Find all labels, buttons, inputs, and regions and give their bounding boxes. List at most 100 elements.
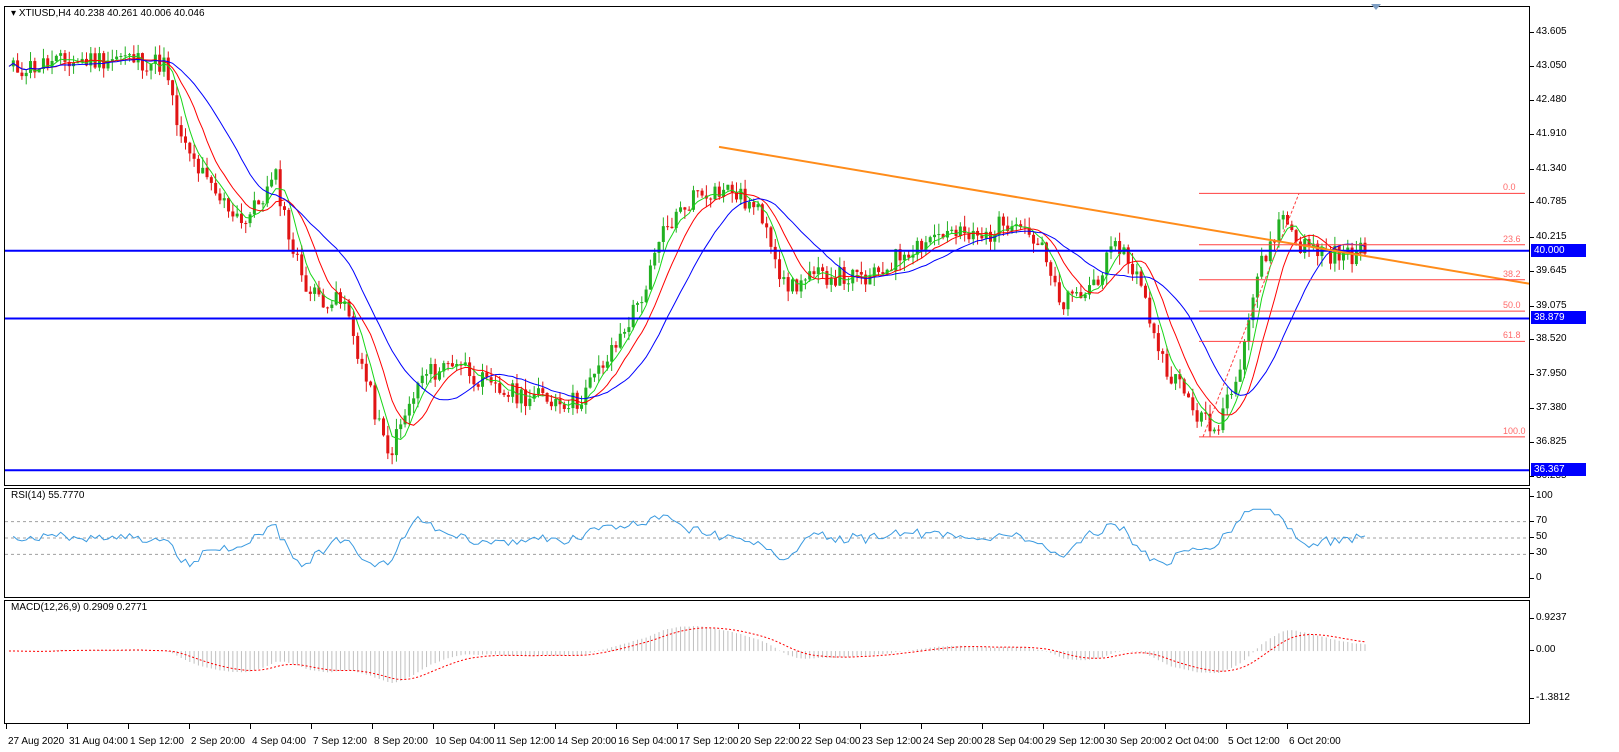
macd-axis-label: 0.9237 [1536,612,1567,623]
candle-body [171,80,175,96]
candle-body [541,388,545,393]
candle-body [1135,271,1139,275]
macd-canvas [8,626,1366,683]
candle-body [222,198,226,201]
rsi-pane[interactable]: RSI(14) 55.7770 [4,488,1530,598]
candle-body [158,54,162,72]
time-axis-tick [128,724,129,729]
candle-body [657,241,661,253]
candle-body [545,392,549,402]
time-axis-label: 5 Oct 12:00 [1228,736,1280,747]
rsi-axis-tick [1530,496,1534,497]
candle-body [140,53,144,71]
candle-body [1148,297,1152,324]
rsi-axis-label: 100 [1536,490,1553,501]
candle-body [1105,252,1109,276]
candle-body [209,177,213,183]
candle-body [1053,275,1057,283]
candle-body [1169,376,1173,384]
candle-body [1281,214,1285,220]
candle-body [730,184,734,193]
price-tag-level_36: 36.367 [1531,463,1586,477]
fibonacci-label: 0.0 [1503,182,1516,193]
rsi-axis-label: 50 [1536,531,1548,542]
time-axis-tick [1226,724,1227,729]
candle-body [476,384,480,387]
price-axis-label: 43.605 [1536,26,1567,37]
candle-body [696,190,700,192]
time-axis-label: 11 Sep 12:00 [496,736,555,747]
candle-body [1217,429,1221,431]
candle-body [403,415,407,425]
candle-body [1333,245,1337,264]
candle-body [412,398,416,404]
time-axis-tick [555,724,556,729]
candle-body [1221,408,1225,431]
price-axis-label: 42.480 [1536,93,1567,105]
time-axis[interactable]: 27 Aug 2020 31 Aug 04:00 1 Sep 12:00 2 Sep … [4,724,1530,752]
candle-body [433,364,437,380]
candle-body [50,60,54,68]
candle-body [1006,225,1010,231]
candle-body [597,365,601,374]
price-axis-tick [1530,373,1534,375]
time-axis-label: 10 Sep 04:00 [435,736,495,747]
candle-body [102,53,106,69]
candle-body [338,292,342,304]
candle-body [795,279,799,292]
time-axis-tick [799,724,800,729]
time-axis-label: 29 Sep 12:00 [1045,736,1105,747]
chart-shift-marker-icon[interactable] [1371,4,1381,10]
candle-body [687,209,691,211]
candle-body [420,375,424,384]
candle-body [1092,279,1096,286]
candle-body [128,54,132,56]
macd-pane[interactable]: MACD(12,26,9) 0.2909 0.2771 [4,600,1530,724]
macd-axis-tick [1530,618,1534,619]
candle-body [304,275,308,292]
candle-body [623,331,627,334]
candle-body [1032,234,1036,244]
candle-body [937,234,941,236]
candle-body [631,304,635,328]
time-axis-tick [433,724,434,729]
candle-body [911,254,915,258]
candle-body [821,267,825,272]
candle-body [63,53,67,62]
chart-title: ▾ XTIUSD,H4 40.238 40.261 40.006 40.046 [11,8,205,19]
macd-signal-line [8,627,1366,680]
candle-body [670,226,674,229]
time-axis-label: 20 Sep 22:00 [740,736,800,747]
candle-body [859,271,863,275]
price-axis-label: 40.215 [1536,230,1567,242]
candle-body [317,287,321,295]
time-axis-tick [67,724,68,729]
fibonacci-label: 23.6 [1503,233,1521,244]
candle-body [369,381,373,386]
candle-body [562,404,566,409]
price-axis[interactable]: 43.605 43.050 42.480 41.910 41.340 40.785 40.2… [1530,6,1619,486]
time-axis-tick [311,724,312,729]
candle-body [1049,262,1053,276]
candle-body [1255,276,1259,298]
candle-body [756,204,760,208]
time-axis-label: 22 Sep 04:00 [801,736,861,747]
candle-body [1242,341,1246,370]
time-axis-tick [738,724,739,729]
price-axis-tick [1530,134,1534,136]
candle-body [1199,412,1203,422]
price-chart-canvas[interactable] [5,7,1530,486]
candle-body [123,55,127,57]
candle-body [735,192,739,200]
price-chart-pane[interactable]: ▾ XTIUSD,H4 40.238 40.261 40.006 40.046 … [4,6,1530,486]
candle-body [1126,247,1130,264]
trendline [718,145,1529,285]
candle-body [1118,241,1122,255]
candle-body [106,62,110,69]
candle-body [287,209,291,240]
candle-body [1057,282,1061,303]
candle-body [1286,214,1290,225]
candle-body [407,403,411,416]
candle-body [227,198,231,212]
time-axis-tick [860,724,861,729]
